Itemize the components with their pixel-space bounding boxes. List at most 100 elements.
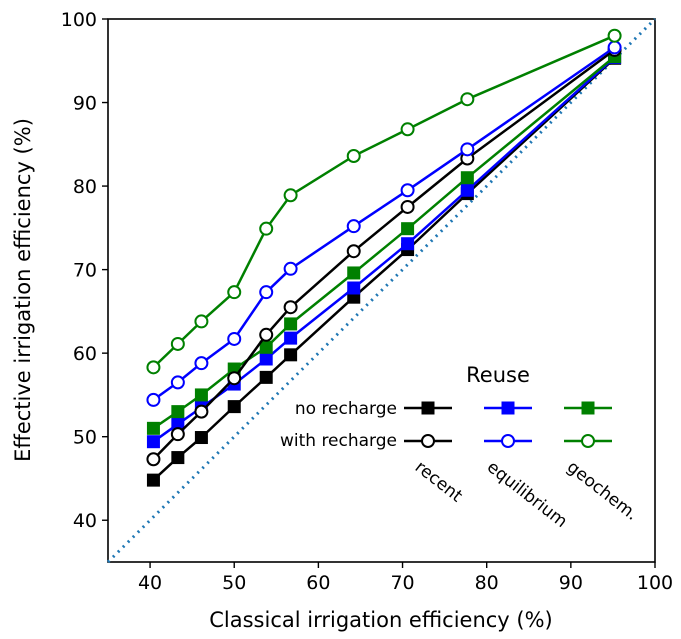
data-point [284,317,298,331]
series-line [152,57,616,482]
series-4 [146,40,622,407]
y-axis-ticks: 40 50 60 70 80 90 100 [61,9,108,532]
data-point [401,222,415,236]
data-point [194,388,208,402]
data-point [284,348,298,362]
legend-swatch [404,401,452,415]
y-axis-label: Effective irrigation efficiency (%) [11,118,35,462]
data-point [400,122,415,137]
data-point [194,314,209,329]
legend: Reuse no recharge with recharge recent e… [280,363,642,532]
x-tick-label: 80 [475,572,499,594]
y-tick-label: 90 [73,93,97,115]
legend-swatches [404,401,612,448]
identity-reference-line [106,17,657,564]
legend-swatch-marker [501,401,515,415]
legend-swatch [484,401,532,415]
data-point [283,261,298,276]
legend-swatch-marker [581,434,595,448]
x-tick-label: 60 [306,572,330,594]
legend-swatch-marker [501,434,515,448]
data-point [259,370,273,384]
x-tick-label: 100 [637,572,673,594]
data-point [460,142,475,157]
data-point [460,92,475,107]
y-tick-label: 80 [73,176,97,198]
data-point [400,183,415,198]
y-tick-label: 50 [73,427,97,449]
legend-title: Reuse [466,363,530,387]
series-line [152,55,616,430]
data-point [227,400,241,414]
data-point [171,451,185,465]
data-point [194,431,208,445]
x-tick-label: 50 [222,572,246,594]
data-point [259,285,274,300]
legend-swatch [404,434,452,448]
data-point [607,40,622,55]
series-5 [146,28,622,375]
data-point [146,452,161,467]
legend-row-label-with-recharge: with recharge [280,431,397,451]
series-line [152,34,616,369]
plot-area [106,17,657,564]
data-point [170,427,185,442]
data-point [346,244,361,259]
series-line [152,48,616,461]
data-point [194,356,209,371]
data-point [259,352,273,366]
legend-row-label-no-recharge: no recharge [295,399,397,419]
data-point [347,281,361,295]
legend-swatch [564,401,612,415]
y-tick-label: 100 [61,9,97,31]
series-layer [146,28,622,487]
data-point [146,435,160,449]
data-point [146,360,161,375]
data-point [227,285,242,300]
data-point [259,340,273,354]
x-tick-label: 40 [138,572,162,594]
data-point [259,221,274,236]
data-point [460,183,474,197]
data-point [170,336,185,351]
data-point [346,149,361,164]
data-point [607,28,622,43]
data-point [284,331,298,345]
data-point [146,473,160,487]
plot-frame [107,18,656,563]
x-tick-label: 70 [390,572,414,594]
x-axis-ticks: 40 50 60 70 80 90 100 [138,562,673,594]
y-tick-label: 60 [73,343,97,365]
legend-column-label-equilibrium: equilibrium [483,457,571,532]
data-point [146,392,161,407]
x-axis-label: Classical irrigation efficiency (%) [209,608,553,632]
data-point [146,421,160,435]
data-point [400,199,415,214]
x-tick-label: 90 [559,572,583,594]
legend-swatch-marker [421,434,435,448]
series-2 [146,50,622,435]
series-line [152,46,616,401]
data-point [259,327,274,342]
y-tick-label: 70 [73,260,97,282]
data-point [227,371,242,386]
data-point [227,331,242,346]
data-point [170,375,185,390]
data-point [460,171,474,185]
legend-column-label-geochem: geochem. [563,457,642,525]
legend-swatch [484,434,532,448]
legend-swatch [564,434,612,448]
legend-swatch-marker [421,401,435,415]
data-point [283,300,298,315]
data-point [171,405,185,419]
data-point [347,266,361,280]
series-line [152,56,616,443]
y-tick-label: 40 [73,510,97,532]
legend-swatch-marker [581,401,595,415]
data-point [194,404,209,419]
data-point [283,188,298,203]
legend-column-label-recent: recent [411,457,466,506]
data-point [401,237,415,251]
data-point [346,219,361,234]
